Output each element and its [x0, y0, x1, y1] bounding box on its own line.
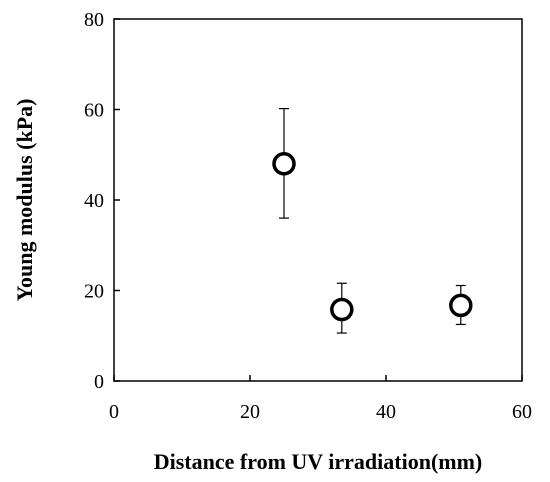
x-tick-label: 40 [376, 401, 396, 423]
x-axis-ticks: 0 20 40 60 [109, 375, 532, 423]
point-marker [330, 297, 354, 322]
x-tick-label: 0 [109, 401, 119, 423]
y-tick-label: 40 [84, 190, 104, 212]
data-point [330, 282, 354, 334]
point-marker [272, 152, 296, 176]
y-tick-label: 0 [94, 371, 104, 393]
x-tick-label: 60 [512, 401, 532, 423]
point-marker [449, 293, 473, 318]
x-tick-label: 20 [240, 401, 260, 423]
x-axis-title: Distance from UV irradiation(mm) [154, 449, 483, 474]
y-axis-ticks: 0 20 40 60 80 [84, 9, 120, 393]
data-point [449, 284, 473, 326]
y-tick-label: 20 [84, 281, 104, 303]
y-tick-label: 60 [84, 100, 104, 122]
data-points [272, 107, 473, 334]
plot-frame [113, 18, 523, 382]
y-axis-title: Young modulus (kPa) [12, 99, 37, 302]
y-tick-label: 80 [84, 9, 104, 31]
data-point [272, 107, 296, 219]
